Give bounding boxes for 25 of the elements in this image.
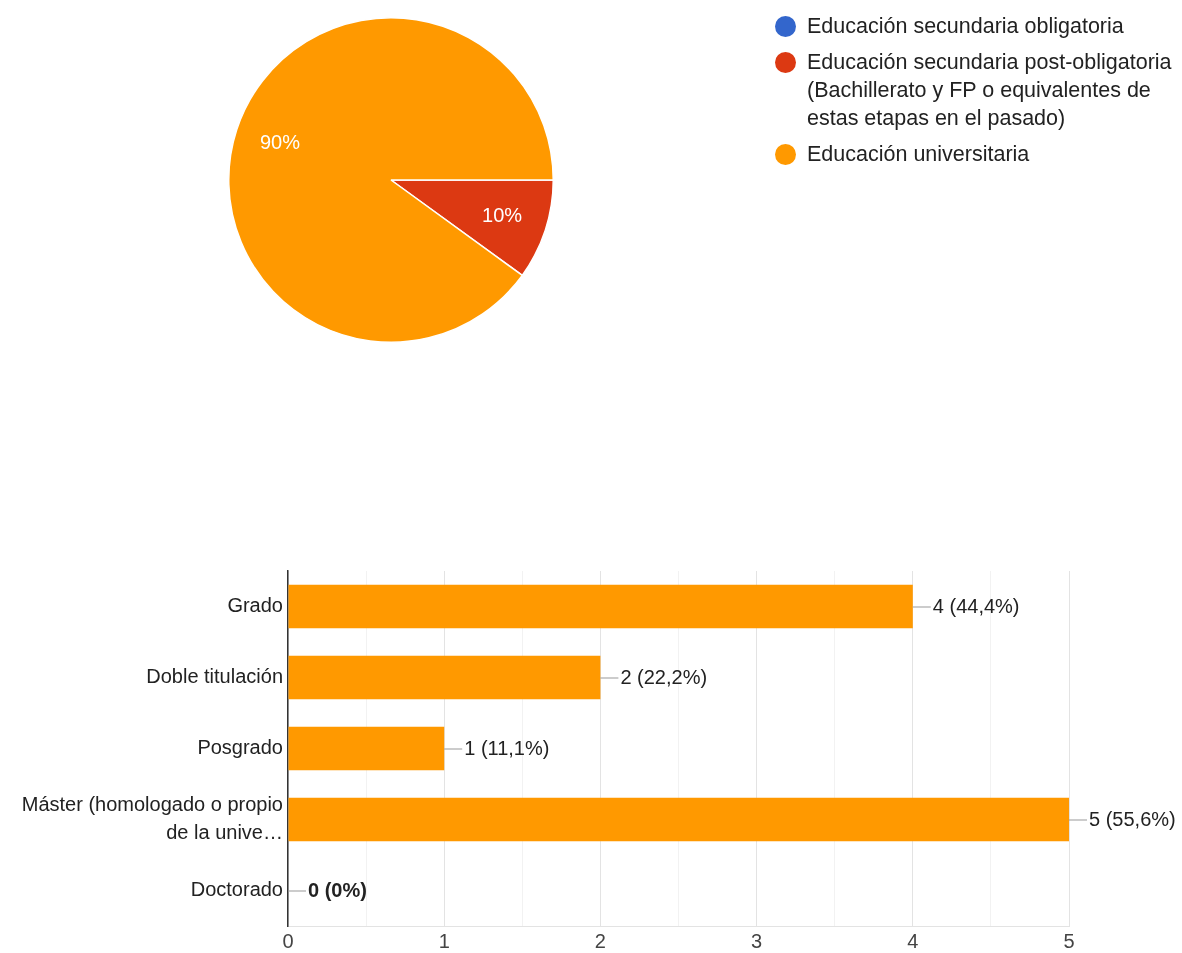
x-tick-label: 2 <box>594 929 606 952</box>
data-label: 90% <box>259 131 301 154</box>
data-label: 4 (44,4%) <box>932 595 1020 618</box>
y-tick-label: Doctorado <box>190 878 283 901</box>
legend-label: Educación universitaria <box>807 141 1031 168</box>
y-tick-label: Posgrado <box>197 736 283 759</box>
legend-label: Educación secundaria obligatoria <box>807 13 1125 40</box>
data-label: 2 (22,2%) <box>620 666 708 689</box>
data-label: 0 (0%) <box>308 879 367 902</box>
x-tick-label: 3 <box>751 929 763 952</box>
y-tick-label: Máster (homologado o propio de la unive… <box>21 793 283 844</box>
x-tick-label: 0 <box>282 929 294 952</box>
y-tick-label: Doble titulación <box>146 665 283 688</box>
bar <box>288 726 445 771</box>
bar <box>288 797 1069 842</box>
y-tick-label: Grado <box>227 594 283 617</box>
x-tick-label: 1 <box>438 929 450 952</box>
data-label: 1 (11,1%) <box>464 737 550 760</box>
x-tick-label: 5 <box>1063 929 1075 952</box>
bar <box>288 584 913 629</box>
bar <box>288 655 601 700</box>
legend-label: Educación secundaria post-obligatoria (Bachillerato y FP o equivalentes de estas etapas en el pasado) <box>807 49 1173 132</box>
data-label: 10% <box>482 203 523 226</box>
data-label: 5 (55,6%) <box>1089 808 1176 831</box>
x-tick-label: 4 <box>907 929 919 952</box>
